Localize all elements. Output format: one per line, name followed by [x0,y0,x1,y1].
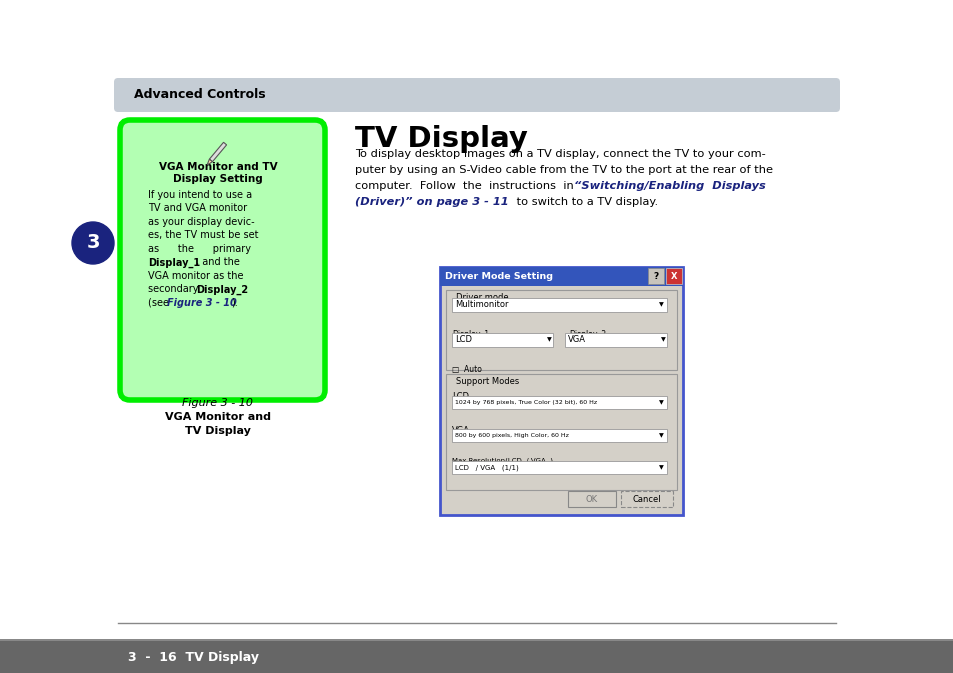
Bar [564,333,666,347]
Text: Driver mode: Driver mode [456,293,508,302]
Text: 1024 by 768 pixels, True Color (32 bit), 60 Hz: 1024 by 768 pixels, True Color (32 bit),… [455,400,597,405]
Text: □  Auto: □ Auto [452,365,481,374]
Text: Display_1: Display_1 [148,258,200,268]
Bar [665,269,681,285]
Bar [446,290,677,370]
Bar [452,429,666,442]
Text: 3  -  16  TV Display: 3 - 16 TV Display [128,651,258,664]
Text: secondary: secondary [148,285,205,295]
Polygon shape [207,159,213,165]
Text: Figure 3 - 10: Figure 3 - 10 [182,398,253,408]
Bar [567,491,616,507]
Text: LCD: LCD [455,336,472,345]
Text: To display desktop images on a TV display, connect the TV to your com-: To display desktop images on a TV displa… [355,149,765,159]
Text: Max Resolution(LCD  / VGA  ): Max Resolution(LCD / VGA ) [452,458,553,464]
Text: ▼: ▼ [659,337,664,343]
Text: puter by using an S-Video cable from the TV to the port at the rear of the: puter by using an S-Video cable from the… [355,165,772,175]
Text: ▼: ▼ [658,433,662,438]
Text: OK: OK [585,495,598,503]
Bar [439,267,682,515]
Bar [452,396,666,409]
Text: Display_1: Display_1 [452,330,489,339]
Text: , and the: , and the [195,258,239,267]
Bar [446,374,677,490]
Text: TV and VGA monitor: TV and VGA monitor [148,203,247,213]
FancyBboxPatch shape [113,78,840,112]
Text: Driver Mode Setting: Driver Mode Setting [444,272,553,281]
Text: Advanced Controls: Advanced Controls [133,89,265,102]
Text: VGA Monitor and: VGA Monitor and [165,412,271,422]
Text: LCD: LCD [452,392,469,401]
Bar [620,491,672,507]
Polygon shape [209,142,227,162]
Text: “Switching/Enabling  Displays: “Switching/Enabling Displays [574,181,765,191]
Text: ▼: ▼ [658,302,662,308]
Text: Support Modes: Support Modes [456,377,518,386]
Text: to switch to a TV display.: to switch to a TV display. [513,197,658,207]
Circle shape [71,222,113,264]
Text: LCD   / VGA   (1/1): LCD / VGA (1/1) [455,464,518,470]
Text: VGA: VGA [452,426,470,435]
Text: TV Display: TV Display [355,125,527,153]
Text: VGA Monitor and TV: VGA Monitor and TV [158,162,277,172]
Bar [452,461,666,474]
Text: as your display devic-: as your display devic- [148,217,254,227]
FancyBboxPatch shape [120,120,325,400]
Text: X: X [670,272,677,281]
Text: (Driver)” on page 3 - 11: (Driver)” on page 3 - 11 [355,197,508,207]
Text: Figure 3 - 10: Figure 3 - 10 [167,298,236,308]
Text: as      the      primary: as the primary [148,244,251,254]
Text: ▼: ▼ [658,400,662,405]
Text: TV Display: TV Display [185,426,251,436]
Bar [452,333,553,347]
Text: Display_2: Display_2 [195,285,248,295]
Bar [647,269,663,285]
Text: Cancel: Cancel [632,495,660,503]
Text: If you intend to use a: If you intend to use a [148,190,252,200]
Text: 800 by 600 pixels, High Color, 60 Hz: 800 by 600 pixels, High Color, 60 Hz [455,433,568,438]
Text: es, the TV must be set: es, the TV must be set [148,230,258,240]
Text: ▼: ▼ [546,337,551,343]
Text: VGA: VGA [567,336,585,345]
Text: Multimonitor: Multimonitor [455,301,508,310]
Bar [452,298,666,312]
Text: computer.  Follow  the  instructions  in: computer. Follow the instructions in [355,181,580,191]
Text: 3: 3 [86,234,100,252]
Bar [439,267,682,286]
Bar [0,641,953,673]
Bar [0,639,953,641]
Text: (see: (see [148,298,172,308]
Text: ▼: ▼ [658,465,662,470]
Text: VGA monitor as the: VGA monitor as the [148,271,243,281]
Text: ?: ? [653,272,658,281]
Text: ).: ). [231,298,237,308]
Text: Display_2: Display_2 [568,330,605,339]
Text: Display Setting: Display Setting [172,174,263,184]
